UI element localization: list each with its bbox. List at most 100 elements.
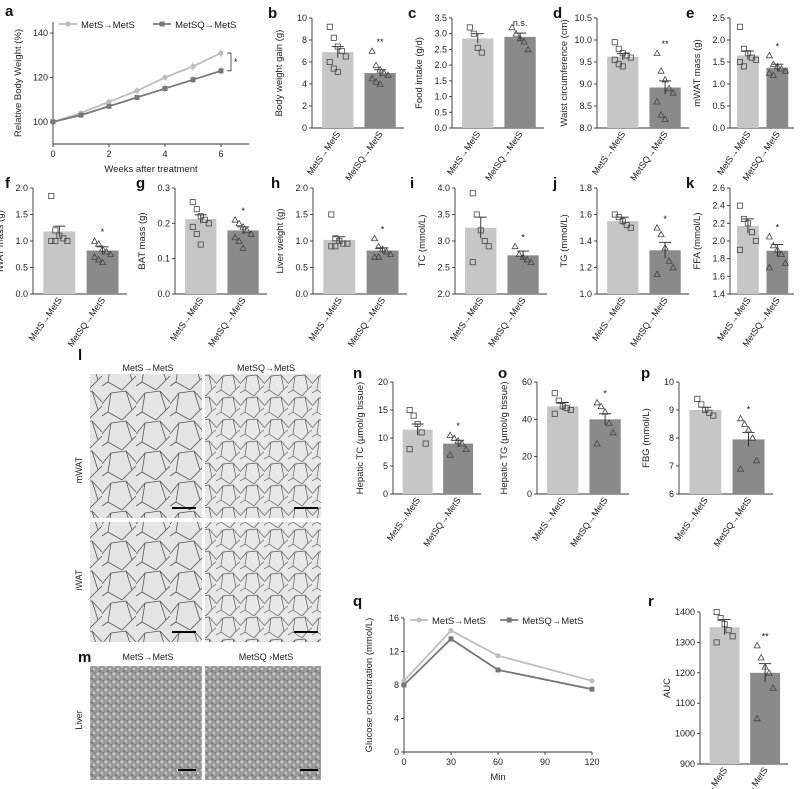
y-tick-label: 2.0 <box>712 35 725 45</box>
y-tick-label: 2.5 <box>437 263 450 273</box>
y-tick-label: 0.2 <box>157 218 170 228</box>
data-point <box>189 199 196 206</box>
data-point <box>777 64 786 72</box>
data-point <box>769 684 777 691</box>
data-point <box>469 190 476 197</box>
data-point <box>330 34 337 41</box>
x-tick-label: MetS→MetS <box>448 295 485 343</box>
data-point <box>781 66 790 74</box>
data-point <box>736 202 743 209</box>
data-point <box>653 270 661 277</box>
bar-1 <box>364 73 396 128</box>
y-tick-label: 2.6 <box>712 183 725 193</box>
panel-label-m: m <box>78 649 91 666</box>
y-tick-label: 1.5 <box>295 210 308 220</box>
y-tick-label: 8 <box>669 433 674 443</box>
data-point <box>334 68 341 75</box>
y-tick-label: 10 <box>378 433 388 443</box>
data-point <box>340 240 347 247</box>
data-point <box>725 627 732 634</box>
y-axis-label: BAT mass (g) <box>137 212 148 269</box>
data-point <box>401 678 407 684</box>
y-tick-label: 0.0 <box>157 289 170 299</box>
data-point <box>589 686 595 692</box>
data-point <box>769 60 778 67</box>
bar-1 <box>589 419 621 494</box>
data-point <box>519 253 527 260</box>
x-tick-label: MetS→MetS <box>590 129 627 177</box>
y-tick-label: 0.5 <box>434 107 447 117</box>
y-axis-label: AUC <box>662 678 673 698</box>
x-tick-label: MetS→MetS <box>168 295 205 343</box>
y-tick-label: 0.3 <box>157 183 170 193</box>
x-tick-label: MetSQ→MetS <box>712 495 753 548</box>
data-point <box>406 406 413 413</box>
data-point <box>370 253 379 260</box>
data-point <box>729 633 736 640</box>
data-point <box>765 69 774 76</box>
data-point <box>450 434 458 441</box>
data-point <box>669 263 677 271</box>
data-point <box>454 436 462 444</box>
y-tick-label: 0.0 <box>15 289 28 299</box>
y-tick-label: 16 <box>389 613 399 623</box>
y-tick-label: 0.0 <box>295 289 308 299</box>
significance-label: * <box>381 224 385 234</box>
x-tick-label: MetS→MetS <box>590 295 627 343</box>
data-point <box>374 253 383 260</box>
legend-label: MetSQ→MetS <box>175 20 236 31</box>
significance-label: * <box>776 223 780 233</box>
y-tick-label: 7 <box>669 461 674 471</box>
data-point <box>48 237 55 244</box>
data-point <box>555 397 562 404</box>
data-point <box>374 242 383 250</box>
legend-label: MetSQ→MetS <box>522 616 583 627</box>
data-point <box>205 220 212 227</box>
y-tick-label: 9.5 <box>579 57 592 67</box>
x-tick-label: 6 <box>218 149 223 159</box>
data-point <box>380 69 388 76</box>
bar-0 <box>607 56 639 128</box>
y-tick-label: 1.0 <box>579 289 592 299</box>
data-point <box>473 211 480 218</box>
data-point <box>744 220 751 227</box>
data-point <box>627 224 634 231</box>
data-point <box>515 250 523 258</box>
y-tick-label: 10.0 <box>574 35 592 45</box>
y-tick-label: 2.5 <box>434 44 447 54</box>
data-point <box>446 450 454 458</box>
y-tick-label: 1000 <box>675 729 695 739</box>
y-tick-label: 2.5 <box>712 13 725 23</box>
y-tick-label: 1.8 <box>579 183 592 193</box>
legend-marker <box>416 617 422 623</box>
significance-label: * <box>747 404 751 414</box>
data-point <box>162 86 168 92</box>
data-point <box>78 112 84 118</box>
y-tick-label: 1.5 <box>15 210 28 220</box>
data-point <box>653 223 661 231</box>
data-point <box>657 66 665 74</box>
chart-p: p FBG (mmol/L) 6 7 8 9 10 MetS→MetS MetSQ→MetS * <box>641 365 773 549</box>
y-tick-label: 2.2 <box>712 218 725 228</box>
data-point <box>769 71 778 78</box>
bar-0 <box>43 231 76 294</box>
micrograph-mwat-metsq <box>205 374 321 518</box>
y-tick-label: 1.4 <box>712 289 725 299</box>
data-point <box>386 250 395 258</box>
data-point <box>593 398 601 406</box>
x-tick-label: 30 <box>446 757 456 767</box>
data-point <box>713 639 720 646</box>
data-point <box>197 241 204 248</box>
micrograph-liver-metsq <box>205 666 321 780</box>
data-point <box>239 244 247 251</box>
y-axis-label: Liver weight (g) <box>275 209 286 274</box>
data-point <box>752 56 759 63</box>
y-axis-label: Body weight gain (g) <box>274 30 285 117</box>
y-tick-label: 40 <box>522 414 532 424</box>
data-point <box>446 431 454 438</box>
y-tick-label: 9.0 <box>579 79 592 89</box>
x-tick-label: MetS→MetS <box>27 295 64 343</box>
